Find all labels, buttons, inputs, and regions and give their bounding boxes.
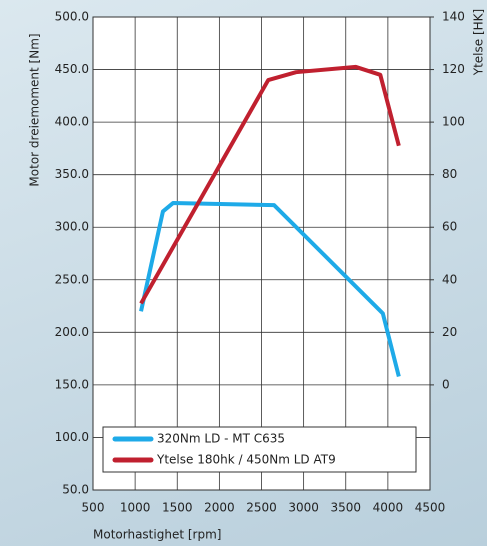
y-tick-label: 450.0 [55, 62, 89, 76]
y-tick-label: 250.0 [55, 272, 89, 286]
y2-tick-label: 100 [442, 115, 465, 129]
y-tick-label: 150.0 [55, 377, 89, 391]
y-tick-label: 50.0 [62, 483, 89, 497]
x-tick-label: 1000 [120, 501, 151, 515]
x-tick-label: 4000 [373, 501, 404, 515]
y-tick-label: 100.0 [55, 430, 89, 444]
x-tick-label: 4500 [415, 501, 446, 515]
y-tick-label: 500.0 [55, 10, 89, 24]
y2-tick-label: 0 [442, 377, 450, 391]
y-tick-label: 200.0 [55, 325, 89, 339]
y2-tick-label: 80 [442, 167, 457, 181]
y-tick-label: 400.0 [55, 115, 89, 129]
x-tick-label: 3000 [288, 501, 319, 515]
y-tick-label: 300.0 [55, 220, 89, 234]
legend-box [102, 426, 417, 473]
y2-tick-label: 40 [442, 272, 457, 286]
y-axis-title: Motor dreiemoment [Nm] [28, 33, 42, 186]
line-series [139, 64, 401, 305]
y2-tick-label: 60 [442, 220, 457, 234]
line-series [139, 201, 401, 377]
x-tick-label: 2000 [204, 501, 235, 515]
x-tick-label: 500 [82, 501, 105, 515]
legend-label: 320Nm LD - MT C635 [157, 432, 285, 446]
legend-label: Ytelse 180hk / 450Nm LD AT9 [156, 453, 336, 467]
x-axis-title: Motorhastighet [rpm] [93, 528, 221, 542]
x-tick-label: 1500 [162, 501, 193, 515]
y2-tick-label: 140 [442, 10, 465, 24]
x-tick-label: 3500 [330, 501, 361, 515]
y2-axis-title: Ytelse [HK] [472, 9, 486, 76]
y2-tick-label: 20 [442, 325, 457, 339]
y-tick-label: 350.0 [55, 167, 89, 181]
y2-tick-label: 120 [442, 62, 465, 76]
x-tick-label: 2500 [246, 501, 277, 515]
